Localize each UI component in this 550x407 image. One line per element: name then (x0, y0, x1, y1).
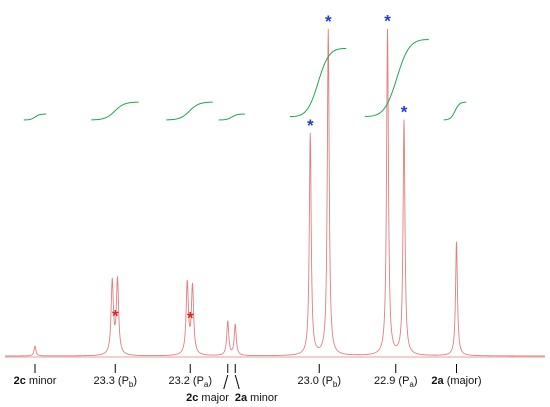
peak-marker-blue: * (384, 12, 391, 31)
peak-label-22-9: 22.9 (Pa) (374, 375, 418, 389)
integral-curve-5 (289, 47, 347, 118)
integral-curve-7 (443, 101, 467, 121)
subscript: b (333, 380, 338, 389)
subscript: a (204, 380, 209, 389)
connector-2a-minor (234, 374, 240, 390)
peak-marker-blue: * (307, 116, 314, 135)
connector-2c-major (223, 374, 229, 390)
shift-value: 23.3 (P (93, 375, 128, 387)
compound-id: 2c (186, 392, 198, 404)
label-tail: ) (414, 375, 418, 387)
label-tail: ) (133, 375, 137, 387)
peak-label-2c-minor: 2c minor (14, 375, 57, 387)
peak-label-2c-major: 2c major (186, 392, 229, 404)
peak-marker-red: * (112, 307, 119, 326)
peak-marker-blue: * (401, 103, 408, 122)
peak-label-23-2: 23.2 (Pa) (168, 375, 212, 389)
subscript: b (129, 380, 134, 389)
spectrum-line (5, 28, 545, 357)
label-tail: ) (337, 375, 341, 387)
integral-curve-3 (166, 101, 213, 121)
peak-label-2a-minor: 2a minor (235, 392, 278, 404)
shift-value: 22.9 (P (374, 375, 409, 387)
shift-value: 23.0 (P (297, 375, 332, 387)
label-tail: ) (208, 375, 212, 387)
integral-curve-6 (364, 39, 429, 117)
peak-marker-blue: * (325, 12, 332, 31)
integral-curve-1 (23, 113, 47, 121)
label-text: minor (247, 392, 278, 404)
peak-marker-red: * (187, 309, 194, 328)
shift-value: 23.2 (P (168, 375, 203, 387)
integral-curve-4 (218, 113, 246, 121)
label-text: (major) (444, 375, 482, 387)
label-text: minor (26, 375, 57, 387)
compound-id: 2c (14, 375, 26, 387)
peak-label-23-0: 23.0 (Pb) (297, 375, 341, 389)
subscript: a (409, 380, 414, 389)
label-text: major (198, 392, 229, 404)
compound-id: 2a (235, 392, 248, 404)
integral-curve-2 (91, 101, 139, 121)
peak-label-2a-major: 2a (major) (431, 375, 481, 387)
peak-label-23-3: 23.3 (Pb) (93, 375, 137, 389)
compound-id: 2a (431, 375, 444, 387)
